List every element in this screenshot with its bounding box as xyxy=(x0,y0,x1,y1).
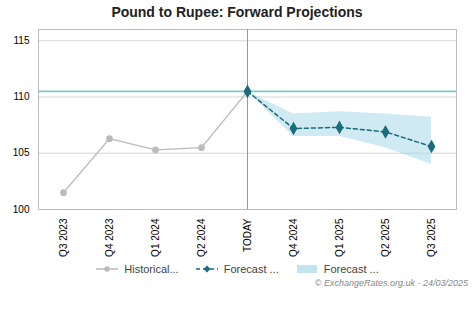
svg-text:Q2 2025: Q2 2025 xyxy=(380,218,391,257)
svg-text:105: 105 xyxy=(13,147,30,158)
svg-text:110: 110 xyxy=(14,91,30,102)
html-text:Pound to Rupee: Forward Projec: Pound to Rupee: Forward Projections xyxy=(111,4,363,20)
svg-text:Q1 2025: Q1 2025 xyxy=(334,218,345,257)
svg-text:Q4 2024: Q4 2024 xyxy=(288,218,299,257)
html-text:Forecast ...: Forecast ... xyxy=(223,263,279,275)
svg-text:Q3 2025: Q3 2025 xyxy=(426,218,437,257)
svg-text:TODAY: TODAY xyxy=(242,218,253,252)
html-text:© ExchangeRates.org.uk - 24/03: © ExchangeRates.org.uk - 24/03/2025 xyxy=(314,278,468,288)
svg-text:Q4 2023: Q4 2023 xyxy=(104,218,115,257)
html-text:Forecast ...: Forecast ... xyxy=(323,263,379,275)
svg-text:100: 100 xyxy=(13,204,30,215)
html-text:Historical...: Historical... xyxy=(124,263,179,275)
svg-text:Q1 2024: Q1 2024 xyxy=(150,218,161,257)
svg-text:Q3 2023: Q3 2023 xyxy=(58,218,69,257)
svg-text:Q2 2024: Q2 2024 xyxy=(196,218,207,257)
svg-text:115: 115 xyxy=(14,35,30,46)
